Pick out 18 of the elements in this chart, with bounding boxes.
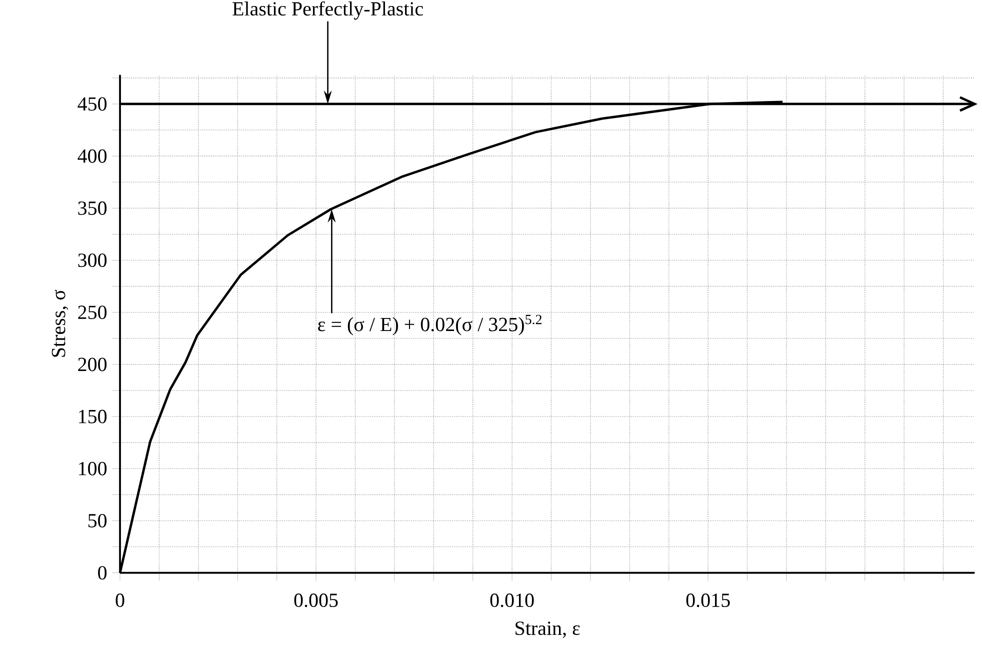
y-tick-label: 0 (98, 566, 107, 580)
annotation: Elastic Perfectly-Plastic (232, 1, 424, 20)
y-tick-label: 300 (78, 254, 107, 268)
y-tick-label: 100 (79, 462, 107, 476)
y-tick-label: 450 (78, 97, 107, 111)
y-tick-label: 350 (78, 202, 107, 216)
y-tick-label: 250 (78, 306, 107, 320)
x-tick-label: 0 (116, 594, 124, 608)
y-tick-label: 150 (79, 410, 107, 424)
y-tick-label: 400 (78, 149, 107, 163)
annotation: ε = (σ / E) + 0.02(σ / 325)$^{5.2}$ (318, 314, 542, 336)
y-tick-label: 200 (78, 358, 107, 372)
y-axis-title: Stress, σ (52, 290, 68, 357)
x-tick-label: 0.010 (490, 594, 534, 608)
y-tick-label: 50 (88, 514, 107, 528)
x-tick-label: 0.005 (294, 594, 338, 608)
x-axis-title: Strain, ε (516, 622, 580, 638)
x-tick-label: 0.015 (686, 594, 730, 608)
